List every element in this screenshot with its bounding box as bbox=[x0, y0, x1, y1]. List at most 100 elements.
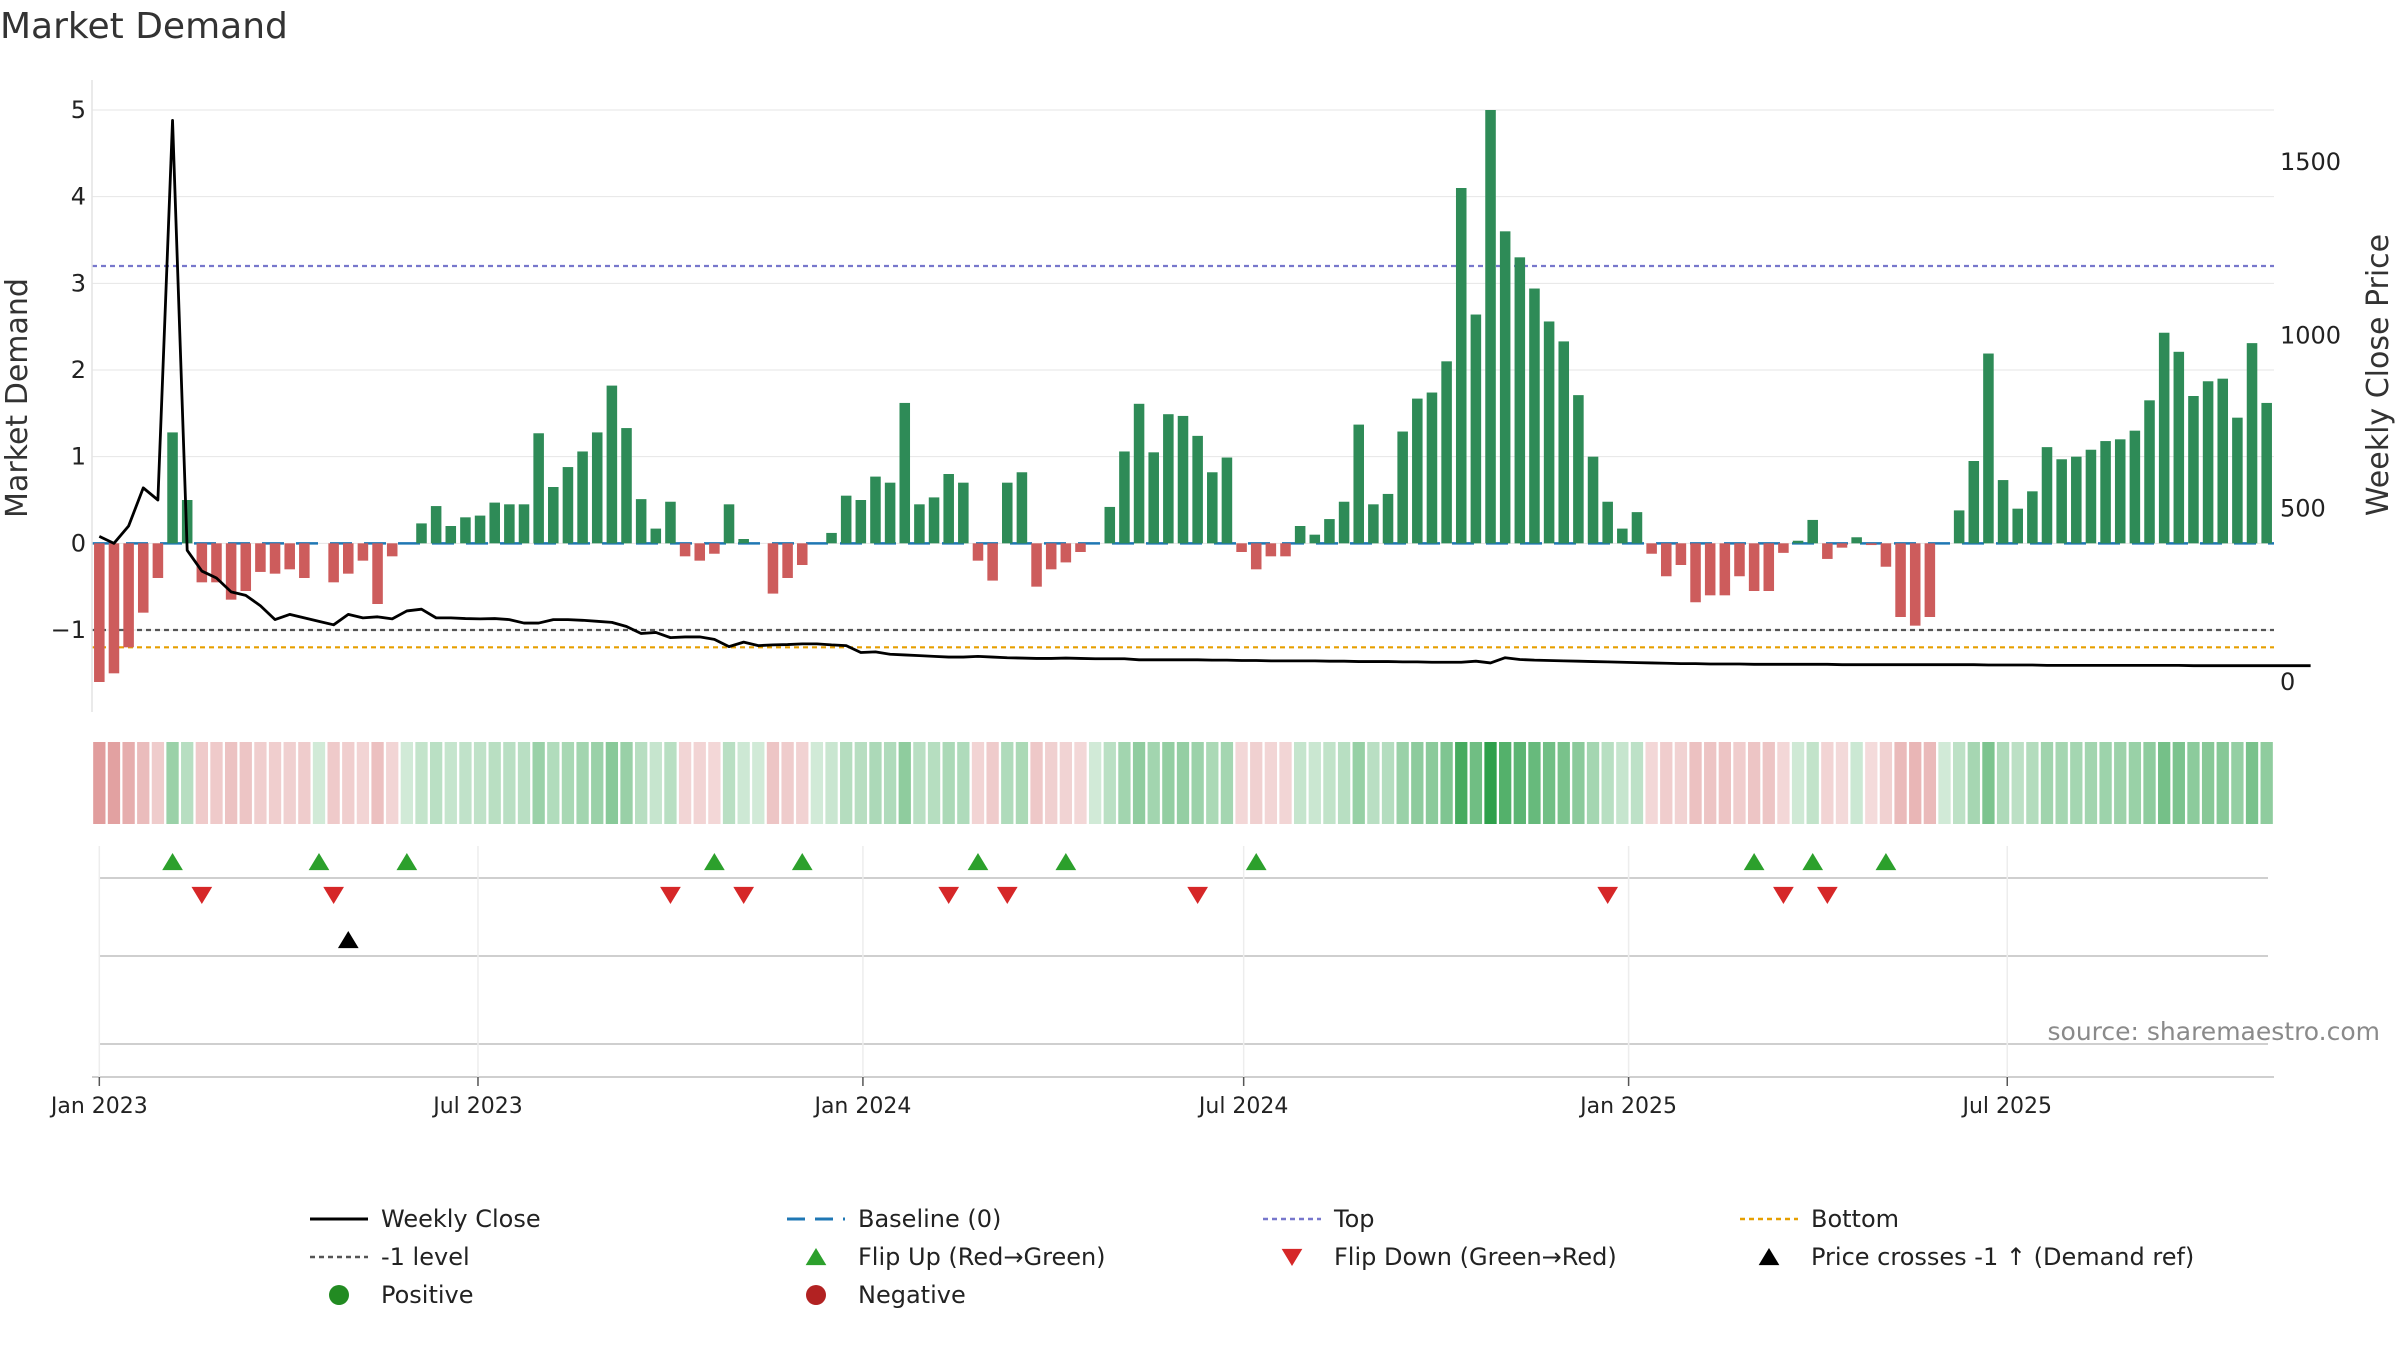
flip-down-marker bbox=[660, 886, 681, 904]
demand-bar bbox=[767, 543, 779, 594]
heat-cell bbox=[1440, 742, 1453, 824]
heat-cell bbox=[1411, 742, 1424, 824]
demand-bar bbox=[445, 526, 457, 544]
demand-bar bbox=[782, 543, 793, 578]
heat-cell bbox=[415, 742, 428, 824]
left-tick-label: 4 bbox=[71, 183, 86, 211]
flip-up-marker bbox=[1875, 853, 1897, 871]
right-tick-label: 0 bbox=[2280, 668, 2295, 696]
heat-cell bbox=[664, 742, 677, 824]
demand-bar bbox=[1397, 431, 1408, 544]
heat-cell bbox=[1821, 742, 1834, 824]
heat-cell bbox=[1645, 742, 1658, 824]
heat-cell bbox=[649, 742, 662, 824]
heat-cell bbox=[781, 742, 794, 824]
axes: −1 0 1 2 3 4 5 0 500 1000 1500 bbox=[51, 80, 2341, 712]
demand-bar bbox=[211, 543, 222, 583]
heat-cell bbox=[1865, 742, 1878, 824]
heat-cell bbox=[1103, 742, 1116, 824]
flip-down-marker bbox=[733, 886, 755, 904]
heat-cell bbox=[2114, 742, 2127, 824]
heat-cell bbox=[1953, 742, 1966, 824]
heat-cell bbox=[1191, 742, 1204, 824]
right-tick-label: 500 bbox=[2280, 495, 2326, 523]
demand-bar bbox=[1031, 543, 1042, 587]
heat-cell bbox=[1294, 742, 1307, 824]
heat-cell bbox=[1982, 742, 1995, 824]
heat-cell bbox=[898, 742, 911, 824]
demand-bar bbox=[167, 432, 178, 544]
left-axis-label: Market Demand bbox=[0, 278, 35, 518]
heat-cell bbox=[2187, 742, 2200, 824]
heat-cell bbox=[986, 742, 999, 824]
heat-cell bbox=[1367, 742, 1380, 824]
flip-up-marker bbox=[791, 853, 813, 871]
date-tick-label: Jul 2025 bbox=[1960, 1094, 2052, 1119]
demand-bar bbox=[1353, 424, 1364, 544]
left-tick-label: 3 bbox=[71, 269, 86, 297]
demand-bar bbox=[2056, 459, 2067, 544]
demand-bar bbox=[694, 543, 706, 561]
heat-cell bbox=[1601, 742, 1614, 824]
heat-cell bbox=[1513, 742, 1526, 824]
heat-cell bbox=[1806, 742, 1819, 824]
demand-bar bbox=[1294, 526, 1306, 544]
flip-up-marker bbox=[704, 853, 725, 871]
heat-cell bbox=[2011, 742, 2024, 824]
heat-cell bbox=[210, 742, 223, 824]
heat-cell bbox=[166, 742, 179, 824]
demand-bar bbox=[240, 543, 252, 591]
heat-cell bbox=[1996, 742, 2010, 824]
heat-cell bbox=[561, 742, 575, 824]
heat-cell bbox=[1147, 742, 1160, 824]
demand-bars bbox=[94, 110, 2272, 682]
heat-cell bbox=[1777, 742, 1790, 824]
demand-bar bbox=[1763, 543, 1775, 591]
heat-cell bbox=[254, 742, 267, 824]
legend-label: Baseline (0) bbox=[858, 1205, 1001, 1233]
heat-cell bbox=[356, 742, 370, 824]
legend-label: Price crosses -1 ↑ (Demand ref) bbox=[1811, 1243, 2194, 1271]
demand-bar bbox=[679, 543, 691, 557]
heat-cell bbox=[1689, 742, 1702, 824]
heat-cell bbox=[386, 742, 399, 824]
demand-bar bbox=[591, 432, 603, 544]
legend-item: Bottom bbox=[1740, 1205, 1899, 1233]
demand-bar bbox=[269, 543, 281, 574]
heat-cell bbox=[737, 742, 750, 824]
legend-item: -1 level bbox=[310, 1243, 470, 1271]
demand-bar bbox=[1792, 540, 1804, 544]
demand-bar bbox=[108, 543, 120, 674]
heat-cell bbox=[883, 742, 897, 824]
demand-bar bbox=[2012, 508, 2023, 544]
legend-label: Weekly Close bbox=[381, 1205, 541, 1233]
flip-up-marker bbox=[1802, 853, 1824, 871]
demand-bar bbox=[2158, 332, 2170, 544]
demand-bar bbox=[826, 532, 837, 544]
demand-bar bbox=[1822, 543, 1833, 559]
demand-bar bbox=[137, 543, 149, 613]
heat-cell bbox=[1923, 742, 1937, 824]
demand-bar bbox=[1866, 543, 1877, 546]
flip-up-marker bbox=[396, 853, 418, 871]
heat-cell bbox=[2084, 742, 2098, 824]
heat-cell bbox=[869, 742, 882, 824]
legend-label: Top bbox=[1333, 1205, 1375, 1233]
heat-cell bbox=[2055, 742, 2068, 824]
heat-cell bbox=[1455, 742, 1468, 824]
demand-bar bbox=[855, 500, 867, 544]
heat-cell bbox=[1967, 742, 1980, 824]
demand-bar bbox=[225, 543, 237, 600]
heat-cell bbox=[459, 742, 472, 824]
demand-bar bbox=[1558, 341, 1570, 544]
heat-cell bbox=[1352, 742, 1365, 824]
heat-cell bbox=[1660, 742, 1673, 824]
demand-bar bbox=[196, 543, 208, 583]
demand-bar bbox=[1704, 543, 1716, 596]
heat-cell bbox=[576, 742, 589, 824]
heat-cell bbox=[678, 742, 692, 824]
heat-cell bbox=[1762, 742, 1775, 824]
heat-cell bbox=[1235, 742, 1248, 824]
legend-swatch-circle bbox=[329, 1285, 349, 1305]
demand-bar bbox=[635, 499, 647, 544]
